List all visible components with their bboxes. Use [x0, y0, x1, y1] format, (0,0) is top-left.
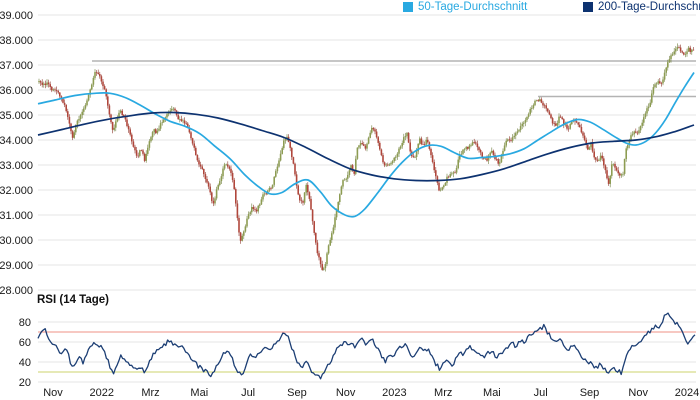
- svg-text:Nov: Nov: [336, 387, 356, 399]
- svg-text:29.000: 29.000: [0, 260, 33, 272]
- rsi-panel-title: RSI (14 Tage): [37, 294, 109, 306]
- legend-label-ma50: 50-Tage-Durchschnitt: [418, 1, 528, 13]
- ma200-line: [37, 111, 695, 182]
- svg-text:30.000: 30.000: [0, 235, 33, 247]
- rsi-gridlines: [38, 321, 696, 383]
- legend-item-ma50[interactable]: 50-Tage-Durchschnitt: [403, 1, 527, 13]
- ma50-line: [37, 72, 695, 218]
- svg-text:Jul: Jul: [534, 387, 548, 399]
- svg-text:28.000: 28.000: [0, 285, 33, 297]
- svg-text:Nov: Nov: [43, 387, 63, 399]
- svg-text:37.000: 37.000: [0, 60, 33, 72]
- legend-item-ma200[interactable]: 200-Tage-Durchschnitt: [583, 1, 700, 13]
- svg-text:34.000: 34.000: [0, 135, 33, 147]
- svg-text:2024: 2024: [675, 387, 699, 399]
- svg-text:Mrz: Mrz: [141, 387, 159, 399]
- svg-text:80: 80: [19, 317, 31, 329]
- svg-text:35.000: 35.000: [0, 110, 33, 122]
- svg-text:39.000: 39.000: [0, 10, 33, 22]
- svg-text:20: 20: [19, 377, 31, 389]
- svg-text:Mai: Mai: [483, 387, 501, 399]
- ma200-color-swatch: [583, 2, 593, 12]
- svg-text:2022: 2022: [90, 387, 114, 399]
- svg-text:33.000: 33.000: [0, 160, 33, 172]
- legend-label-ma200: 200-Tage-Durchschnitt: [598, 1, 700, 13]
- price-gridlines: [38, 14, 696, 291]
- svg-text:60: 60: [19, 337, 31, 349]
- candles: [38, 43, 695, 272]
- svg-text:Nov: Nov: [628, 387, 648, 399]
- chart-legend: 50-Tage-Durchschnitt 200-Tage-Durchschni…: [0, 1, 700, 15]
- svg-text:Jul: Jul: [241, 387, 255, 399]
- rsi-y-axis-labels: 80 60 40 20: [19, 317, 31, 389]
- svg-text:Mai: Mai: [190, 387, 208, 399]
- svg-text:40: 40: [19, 357, 31, 369]
- price-y-axis-labels: 39.000 38.000 37.000 36.000 35.000 34.000 33.0…: [0, 10, 33, 297]
- rsi-threshold-lines: [38, 331, 696, 373]
- svg-text:Mrz: Mrz: [434, 387, 452, 399]
- x-axis-labels: Nov 2022 Mrz Mai Jul Sep Nov 2023 Mrz Mai Jul Sep No…: [43, 387, 699, 399]
- svg-text:36.000: 36.000: [0, 85, 33, 97]
- svg-text:32.000: 32.000: [0, 185, 33, 197]
- svg-text:38.000: 38.000: [0, 35, 33, 47]
- svg-text:2023: 2023: [382, 387, 406, 399]
- svg-text:31.000: 31.000: [0, 210, 33, 222]
- svg-text:Sep: Sep: [287, 387, 307, 399]
- ma50-color-swatch: [403, 2, 413, 12]
- rsi-line: [37, 312, 696, 380]
- svg-text:Sep: Sep: [580, 387, 600, 399]
- resistance-lines: [92, 60, 696, 98]
